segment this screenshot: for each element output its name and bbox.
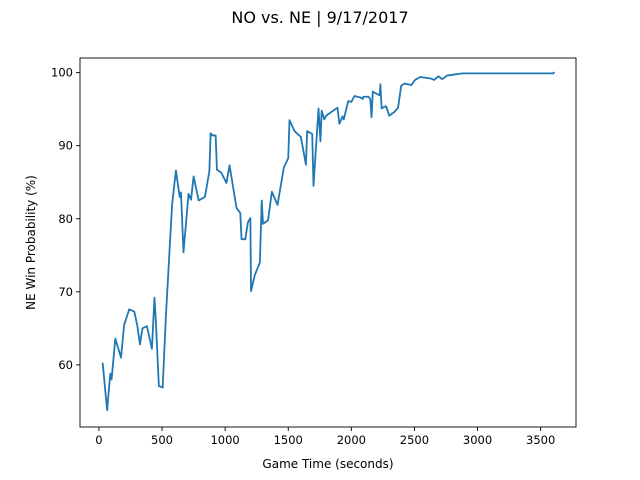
chart-title: NO vs. NE | 9/17/2017 — [231, 8, 408, 27]
x-tick-label: 1000 — [210, 433, 239, 447]
x-tick-label: 3500 — [526, 433, 555, 447]
y-tick-label: 60 — [58, 358, 73, 372]
x-tick-label: 1500 — [274, 433, 303, 447]
x-tick-label: 0 — [95, 433, 102, 447]
x-axis-ticks: 0 500 1000 1500 2000 2500 3000 3500 — [95, 427, 555, 447]
x-axis-label: Game Time (seconds) — [262, 457, 393, 471]
y-tick-label: 100 — [51, 66, 73, 80]
y-tick-label: 90 — [58, 139, 73, 153]
x-tick-label: 2000 — [337, 433, 366, 447]
series-line — [101, 71, 555, 412]
y-tick-label: 80 — [58, 212, 73, 226]
y-tick-label: 70 — [58, 285, 73, 299]
x-tick-label: 2500 — [400, 433, 429, 447]
x-tick-label: 3000 — [463, 433, 492, 447]
plot-area-frame — [79, 57, 577, 428]
x-tick-label: 500 — [151, 433, 173, 447]
y-axis-label: NE Win Probability (%) — [24, 175, 38, 310]
y-axis-ticks: 60 70 80 90 100 — [51, 66, 80, 372]
